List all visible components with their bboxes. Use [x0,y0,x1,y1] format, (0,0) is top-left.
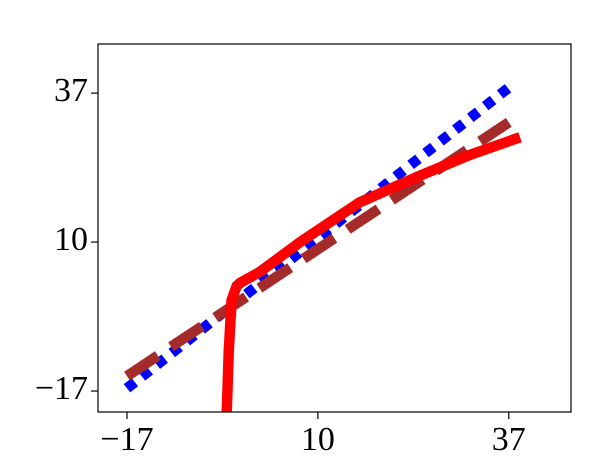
x-tick-label: −17 [100,421,153,458]
x-tick-label: 37 [492,421,526,458]
plot-area [123,83,522,412]
axes-frame [97,43,572,413]
y-tick-label: −17 [35,370,88,407]
series-line [221,132,522,412]
y-tick-label: 37 [54,72,88,109]
y-tick-label: 10 [54,221,88,258]
x-tick-label: 10 [301,421,335,458]
